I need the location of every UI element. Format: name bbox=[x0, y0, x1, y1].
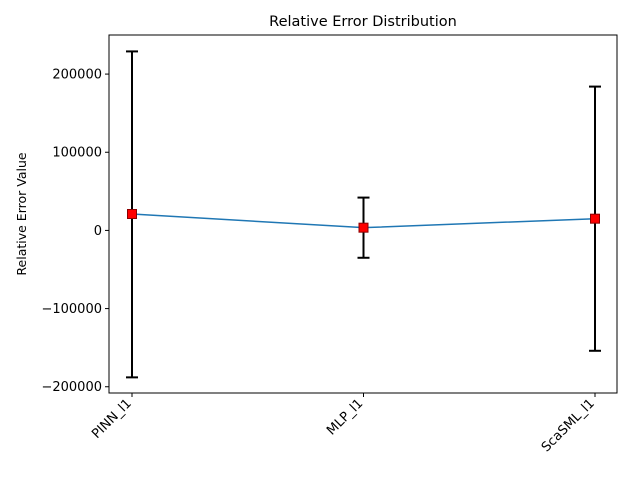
data-point-MLP_l1 bbox=[358, 222, 369, 233]
y-tick-label: −100000 bbox=[41, 302, 102, 317]
data-point-ScaSML_l1 bbox=[590, 213, 600, 224]
y-tick-label: −200000 bbox=[41, 380, 102, 395]
data-point-PINN_l1 bbox=[127, 209, 137, 219]
chart-title: Relative Error Distribution bbox=[269, 14, 457, 30]
x-tick-label: ScaSML_l1 bbox=[539, 396, 598, 455]
y-tick-label: 0 bbox=[94, 224, 102, 239]
x-tick-label: MLP_l1 bbox=[324, 396, 366, 438]
x-tick-label: PINN_l1 bbox=[89, 396, 135, 442]
y-axis-label: Relative Error Value bbox=[14, 152, 29, 275]
y-tick-label: 100000 bbox=[52, 146, 102, 161]
plot-area: −200000 −100000 0 100000 200000 PINN_l1 MLP_l1… bbox=[41, 34, 618, 455]
y-tick-label: 200000 bbox=[52, 68, 102, 83]
